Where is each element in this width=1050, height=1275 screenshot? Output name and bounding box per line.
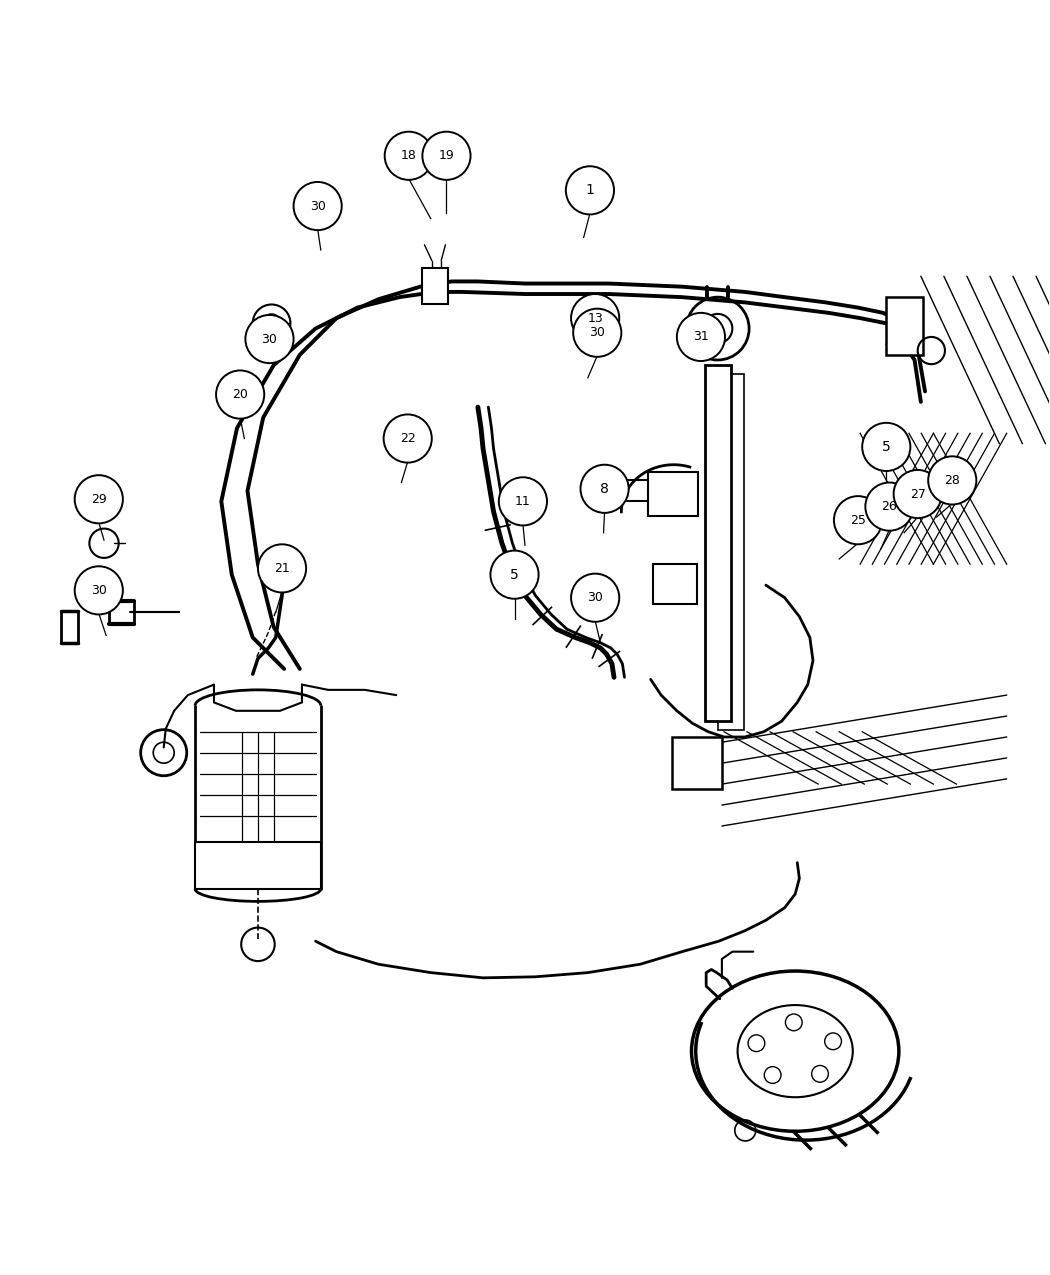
Bar — [648, 472, 698, 516]
Bar — [672, 737, 722, 789]
Text: 28: 28 — [944, 474, 960, 487]
Circle shape — [246, 315, 294, 363]
Circle shape — [499, 477, 547, 525]
Text: 31: 31 — [693, 330, 709, 343]
Circle shape — [566, 166, 614, 214]
Circle shape — [571, 574, 620, 622]
Circle shape — [383, 414, 432, 463]
Circle shape — [384, 131, 433, 180]
Text: 20: 20 — [232, 388, 248, 402]
Text: 21: 21 — [274, 562, 290, 575]
Circle shape — [294, 182, 341, 230]
Bar — [195, 842, 321, 889]
Text: 18: 18 — [401, 149, 417, 162]
Text: 8: 8 — [601, 482, 609, 496]
Text: 13: 13 — [587, 311, 603, 325]
Text: 1: 1 — [586, 184, 594, 198]
Circle shape — [862, 423, 910, 470]
Text: 30: 30 — [91, 584, 107, 597]
Text: 5: 5 — [510, 567, 519, 581]
Text: 22: 22 — [400, 432, 416, 445]
Text: 26: 26 — [882, 500, 898, 513]
Text: 30: 30 — [587, 592, 603, 604]
Circle shape — [75, 566, 123, 615]
Text: 30: 30 — [310, 200, 326, 213]
Circle shape — [216, 371, 265, 418]
Bar — [706, 365, 731, 722]
Circle shape — [571, 295, 620, 342]
Text: 25: 25 — [850, 514, 866, 527]
Circle shape — [75, 476, 123, 523]
Text: 29: 29 — [91, 492, 107, 506]
Bar — [422, 268, 447, 305]
Bar — [718, 374, 743, 729]
Text: 11: 11 — [516, 495, 531, 507]
Circle shape — [894, 470, 942, 518]
Text: 5: 5 — [882, 440, 890, 454]
Circle shape — [677, 312, 724, 361]
Circle shape — [573, 309, 622, 357]
Circle shape — [865, 482, 914, 530]
Text: 19: 19 — [439, 149, 455, 162]
Text: 27: 27 — [909, 487, 926, 501]
Text: 30: 30 — [589, 326, 605, 339]
Circle shape — [422, 131, 470, 180]
Circle shape — [928, 456, 977, 505]
Circle shape — [834, 496, 882, 544]
Text: 30: 30 — [261, 333, 277, 346]
Bar — [886, 297, 923, 354]
Circle shape — [258, 544, 307, 593]
Circle shape — [490, 551, 539, 599]
Bar — [653, 565, 697, 604]
Circle shape — [581, 464, 629, 513]
